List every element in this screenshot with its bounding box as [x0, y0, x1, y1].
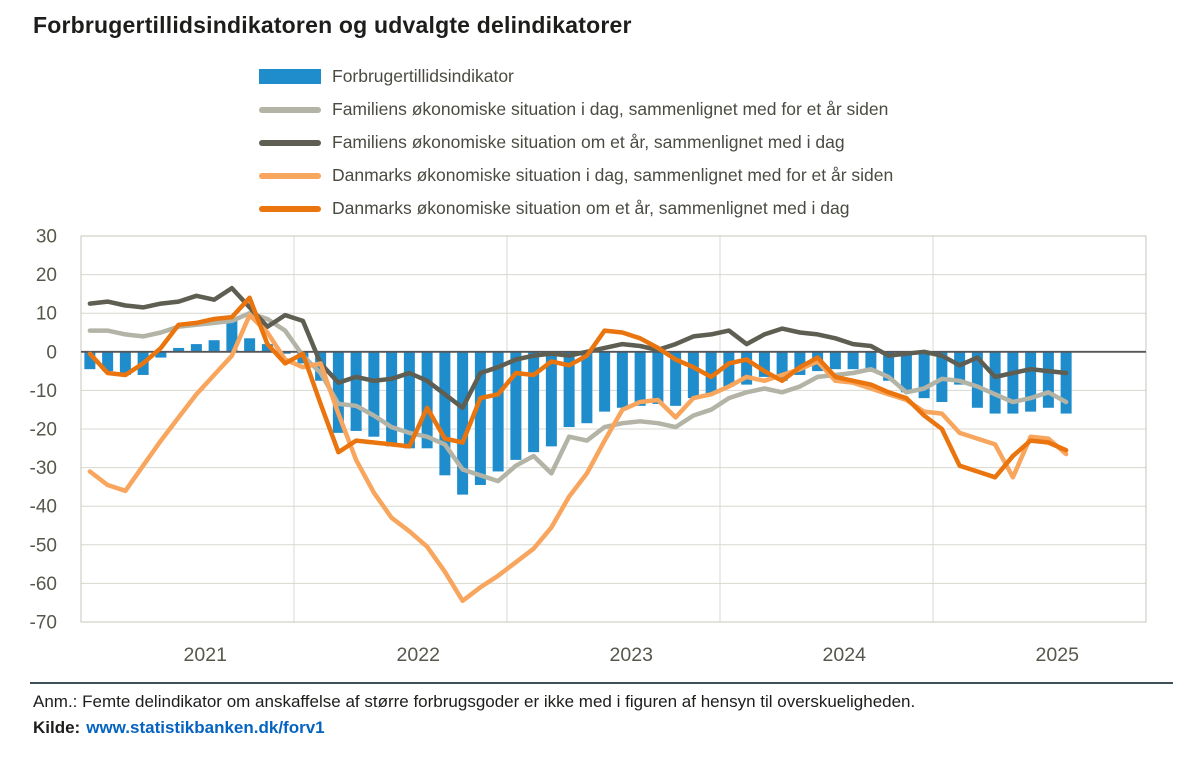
svg-text:-60: -60 [30, 574, 57, 595]
bar-series [84, 318, 1072, 495]
svg-text:-10: -10 [30, 381, 57, 402]
x-axis-year-label: 2023 [610, 644, 653, 666]
legend-label: Familiens økonomiske situation i dag, sa… [332, 99, 889, 119]
legend-item: Familiens økonomiske situation om et år,… [259, 126, 893, 159]
svg-text:-40: -40 [30, 497, 57, 518]
x-axis-year-label: 2022 [397, 644, 440, 666]
source-label: Kilde: [33, 718, 81, 737]
source-link[interactable]: www.statistikbanken.dk/forv1 [86, 718, 325, 737]
legend-item: Forbrugertillidsindikator [259, 60, 893, 93]
legend-item: Danmarks økonomiske situation i dag, sam… [259, 159, 893, 192]
legend-swatch-line [259, 106, 321, 113]
svg-text:10: 10 [36, 304, 57, 325]
svg-text:-20: -20 [30, 420, 57, 441]
footnote: Anm.: Femte delindikator om anskaffelse … [33, 692, 916, 711]
svg-text:-70: -70 [30, 613, 57, 634]
legend-swatch-bar [259, 69, 321, 84]
legend-label: Danmarks økonomiske situation i dag, sam… [332, 165, 894, 185]
line-series [87, 310, 1069, 484]
svg-text:20: 20 [36, 265, 57, 286]
legend-label: Familiens økonomiske situation om et år,… [332, 132, 845, 152]
line-series [87, 295, 1069, 480]
x-axis-year-label: 2021 [184, 644, 227, 666]
legend-swatch-line [259, 205, 321, 212]
x-axis-year-label: 2024 [823, 644, 867, 666]
svg-text:30: 30 [36, 227, 57, 248]
svg-text:0: 0 [46, 342, 57, 363]
svg-text:-30: -30 [30, 458, 57, 479]
legend-swatch-line [259, 139, 321, 146]
legend-item: Familiens økonomiske situation i dag, sa… [259, 93, 893, 126]
svg-text:-50: -50 [30, 535, 57, 556]
footer-divider [30, 682, 1173, 684]
x-axis-year-label: 2025 [1036, 644, 1080, 666]
legend-label: Forbrugertillidsindikator [332, 66, 514, 86]
source-row: Kilde: www.statistikbanken.dk/forv1 [33, 718, 325, 738]
legend-swatch-line [259, 172, 321, 179]
legend-item: Danmarks økonomiske situation om et år, … [259, 192, 893, 225]
legend: Forbrugertillidsindikator Familiens økon… [259, 60, 893, 225]
chart-title: Forbrugertillidsindikatoren og udvalgte … [33, 12, 632, 38]
legend-label: Danmarks økonomiske situation om et år, … [332, 198, 850, 218]
